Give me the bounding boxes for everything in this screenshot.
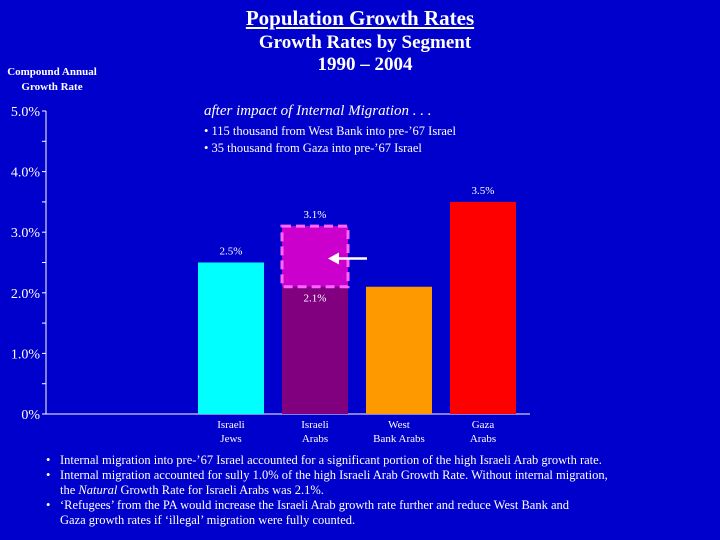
category-label: Arabs <box>302 433 328 445</box>
y-tick-label: 4.0% <box>11 166 41 181</box>
bar <box>282 286 348 414</box>
bar <box>366 286 432 414</box>
migration-note-west-bank: • 115 thousand from West Bank into pre-’… <box>204 124 456 138</box>
migration-overlay-label: 3.1% <box>304 209 327 221</box>
category-label: Arabs <box>470 433 496 445</box>
subtitle-line-2: 1990 – 2004 <box>317 54 413 75</box>
footnotes: • Internal migration into pre-’67 Israel … <box>46 453 706 528</box>
migration-overlay-bar <box>280 224 350 289</box>
subtitle-line-1: Growth Rates by Segment <box>258 32 472 53</box>
footnote-2-continued: the Natural Growth Rate for Israeli Arab… <box>60 483 324 497</box>
y-tick-label: 3.0% <box>11 226 41 241</box>
migration-note-heading: after impact of Internal Migration . . . <box>204 103 432 119</box>
y-axis-title: Compound Annual Growth Rate <box>0 65 104 95</box>
y-axis-title-line-2: Growth Rate <box>21 81 83 93</box>
bar-value-label: 2.5% <box>220 246 243 258</box>
y-axis-title-line-1: Compound Annual <box>7 66 97 78</box>
y-tick-label: 2.0% <box>11 287 41 302</box>
page-title: Population Growth Rates <box>245 6 475 30</box>
migration-note-gaza: • 35 thousand from Gaza into pre-’67 Isr… <box>204 141 422 155</box>
category-label: Bank Arabs <box>373 433 425 445</box>
bar-value-label: 2.1% <box>304 293 327 305</box>
category-label: Israeli <box>301 419 328 431</box>
footnote-3-continued: Gaza growth rates if ‘illegal’ migration… <box>60 513 356 527</box>
bar <box>450 201 516 414</box>
bar <box>198 262 264 414</box>
chart-subtitle: Growth Rates by Segment 1990 – 2004 <box>215 32 515 76</box>
footnote-3: • ‘Refugees’ from the PA would increase t… <box>46 498 570 512</box>
bar-value-label: 3.5% <box>472 185 495 197</box>
category-label: Jews <box>220 433 241 445</box>
arrow-head-icon <box>328 252 339 265</box>
category-label: Israeli <box>217 419 244 431</box>
footnote-2: • Internal migration accounted for sully … <box>46 468 608 482</box>
category-label: West <box>388 419 410 431</box>
footnote-1: • Internal migration into pre-’67 Israel … <box>46 453 602 467</box>
category-label: Gaza <box>472 419 495 431</box>
y-tick-label: 5.0% <box>11 105 41 120</box>
y-tick-label: 0% <box>21 408 40 423</box>
y-tick-label: 1.0% <box>11 347 41 362</box>
